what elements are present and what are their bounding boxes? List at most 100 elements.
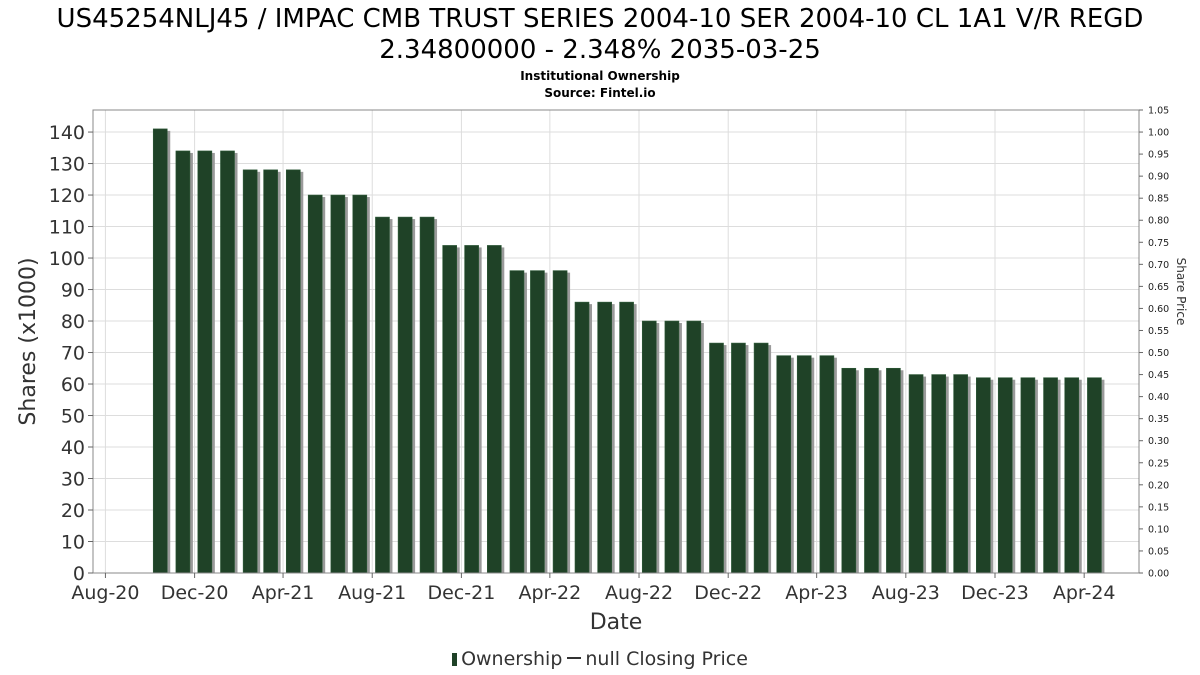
ownership-bar [152, 128, 168, 574]
ownership-bar [352, 194, 368, 574]
ownership-bar [397, 216, 413, 574]
y-tick-label: 30 [61, 469, 85, 491]
y2-tick-label: 0.75 [1148, 238, 1169, 249]
y-tick-label: 50 [61, 406, 85, 428]
y2-tick-label: 0.25 [1148, 458, 1169, 469]
y-tick-label: 40 [61, 437, 85, 459]
price-legend-swatch [567, 657, 582, 659]
ownership-bar [864, 367, 879, 574]
y2-tick-label: 0.55 [1148, 326, 1169, 337]
x-tick-label: Aug-22 [605, 582, 673, 604]
y2-tick-label: 0.20 [1148, 480, 1169, 491]
chart-legend: Ownership null Closing Price [0, 647, 1200, 671]
ownership-bar [753, 342, 769, 574]
x-tick-label: Dec-23 [961, 582, 1029, 604]
x-tick-label: Aug-21 [338, 582, 406, 604]
ownership-bar [486, 245, 502, 574]
y2-tick-label: 0.85 [1148, 194, 1169, 205]
ownership-bar [997, 377, 1013, 574]
x-tick-label: Dec-21 [427, 582, 495, 604]
y-tick-label: 20 [61, 500, 85, 522]
ownership-bar [419, 216, 435, 574]
ownership-bar [530, 270, 545, 574]
ownership-bar [976, 377, 991, 574]
ownership-bar [375, 216, 390, 574]
ownership-bar [285, 169, 301, 574]
x-tick-label: Apr-23 [785, 582, 848, 604]
ownership-bar [574, 301, 590, 574]
y-tick-label: 120 [49, 185, 85, 207]
ownership-bar [464, 245, 479, 574]
x-tick-label: Aug-23 [872, 582, 940, 604]
ownership-bar [908, 374, 924, 574]
ownership-bar [796, 355, 812, 574]
chart-title-line-1: US45254NLJ45 / IMPAC CMB TRUST SERIES 20… [56, 4, 1144, 34]
chart-title-line-2: 2.34800000 - 2.348% 2035-03-25 [379, 35, 821, 65]
y2-tick-label: 0.70 [1148, 260, 1169, 271]
x-tick-label: Dec-22 [694, 582, 762, 604]
y2-tick-label: 0.60 [1148, 304, 1169, 315]
ownership-bar [709, 342, 724, 574]
ownership-bar [442, 245, 458, 574]
ownership-bar [307, 194, 323, 574]
x-tick-label: Dec-20 [161, 582, 229, 604]
chart-subtitle: Institutional Ownership [520, 69, 680, 83]
plot-frame [92, 109, 1140, 574]
y2-tick-label: 0.80 [1148, 216, 1169, 227]
ownership-legend-label: Ownership [461, 648, 563, 670]
x-tick-label: Apr-21 [252, 582, 315, 604]
ownership-bar [664, 320, 680, 574]
y2-tick-label: 0.10 [1148, 524, 1169, 535]
ownership-bar [263, 169, 278, 574]
ownership-bar [1087, 377, 1102, 574]
ownership-bar [509, 270, 525, 574]
ownership-bar [886, 367, 901, 574]
chart-source: Source: Fintel.io [544, 86, 656, 100]
price-legend-label: null Closing Price [585, 648, 748, 670]
y2-tick-label: 0.95 [1148, 150, 1169, 161]
y-tick-label: 110 [49, 217, 85, 239]
ownership-bar [731, 342, 746, 574]
y2-tick-label: 0.15 [1148, 502, 1169, 513]
y-tick-label: 140 [49, 122, 85, 144]
y2-tick-label: 0.05 [1148, 546, 1169, 557]
ownership-bar [841, 367, 857, 574]
ownership-bar [597, 301, 612, 574]
y2-tick-label: 0.30 [1148, 436, 1169, 447]
x-tick-label: Aug-20 [71, 582, 139, 604]
y2-tick-label: 0.45 [1148, 370, 1169, 381]
ownership-bar [641, 320, 657, 574]
y-tick-label: 100 [49, 248, 85, 270]
y-tick-label: 60 [61, 374, 85, 396]
ownership-bar [175, 150, 191, 574]
ownership-bar [1064, 377, 1080, 574]
ownership-legend-swatch [452, 653, 458, 666]
y2-tick-label: 0.50 [1148, 348, 1169, 359]
y2-axis-title: Share Price [1174, 258, 1188, 326]
y-tick-label: 0 [73, 563, 85, 585]
ownership-bar [197, 150, 213, 574]
ownership-bar [931, 374, 947, 574]
y-tick-label: 70 [61, 343, 85, 365]
x-tick-label: Apr-24 [1053, 582, 1116, 604]
y2-tick-label: 1.00 [1148, 128, 1169, 139]
x-tick-label: Apr-22 [519, 582, 582, 604]
ownership-bar [776, 355, 792, 574]
ownership-bar [242, 169, 258, 574]
ownership-bar [1020, 377, 1036, 574]
ownership-bar [619, 301, 634, 574]
y2-tick-label: 0.65 [1148, 282, 1169, 293]
y2-tick-label: 0.40 [1148, 392, 1169, 403]
y-axis-title: Shares (x1000) [16, 257, 41, 425]
ownership-bar [953, 374, 968, 574]
y-tick-label: 130 [49, 154, 85, 176]
y-tick-label: 80 [61, 311, 85, 333]
y2-tick-label: 0.35 [1148, 414, 1169, 425]
y2-tick-label: 0.90 [1148, 172, 1169, 183]
ownership-bar [1043, 377, 1058, 574]
y-tick-label: 90 [61, 280, 85, 302]
y2-tick-label: 1.05 [1148, 106, 1169, 117]
x-axis-title: Date [590, 610, 643, 635]
ownership-bar [819, 355, 835, 574]
